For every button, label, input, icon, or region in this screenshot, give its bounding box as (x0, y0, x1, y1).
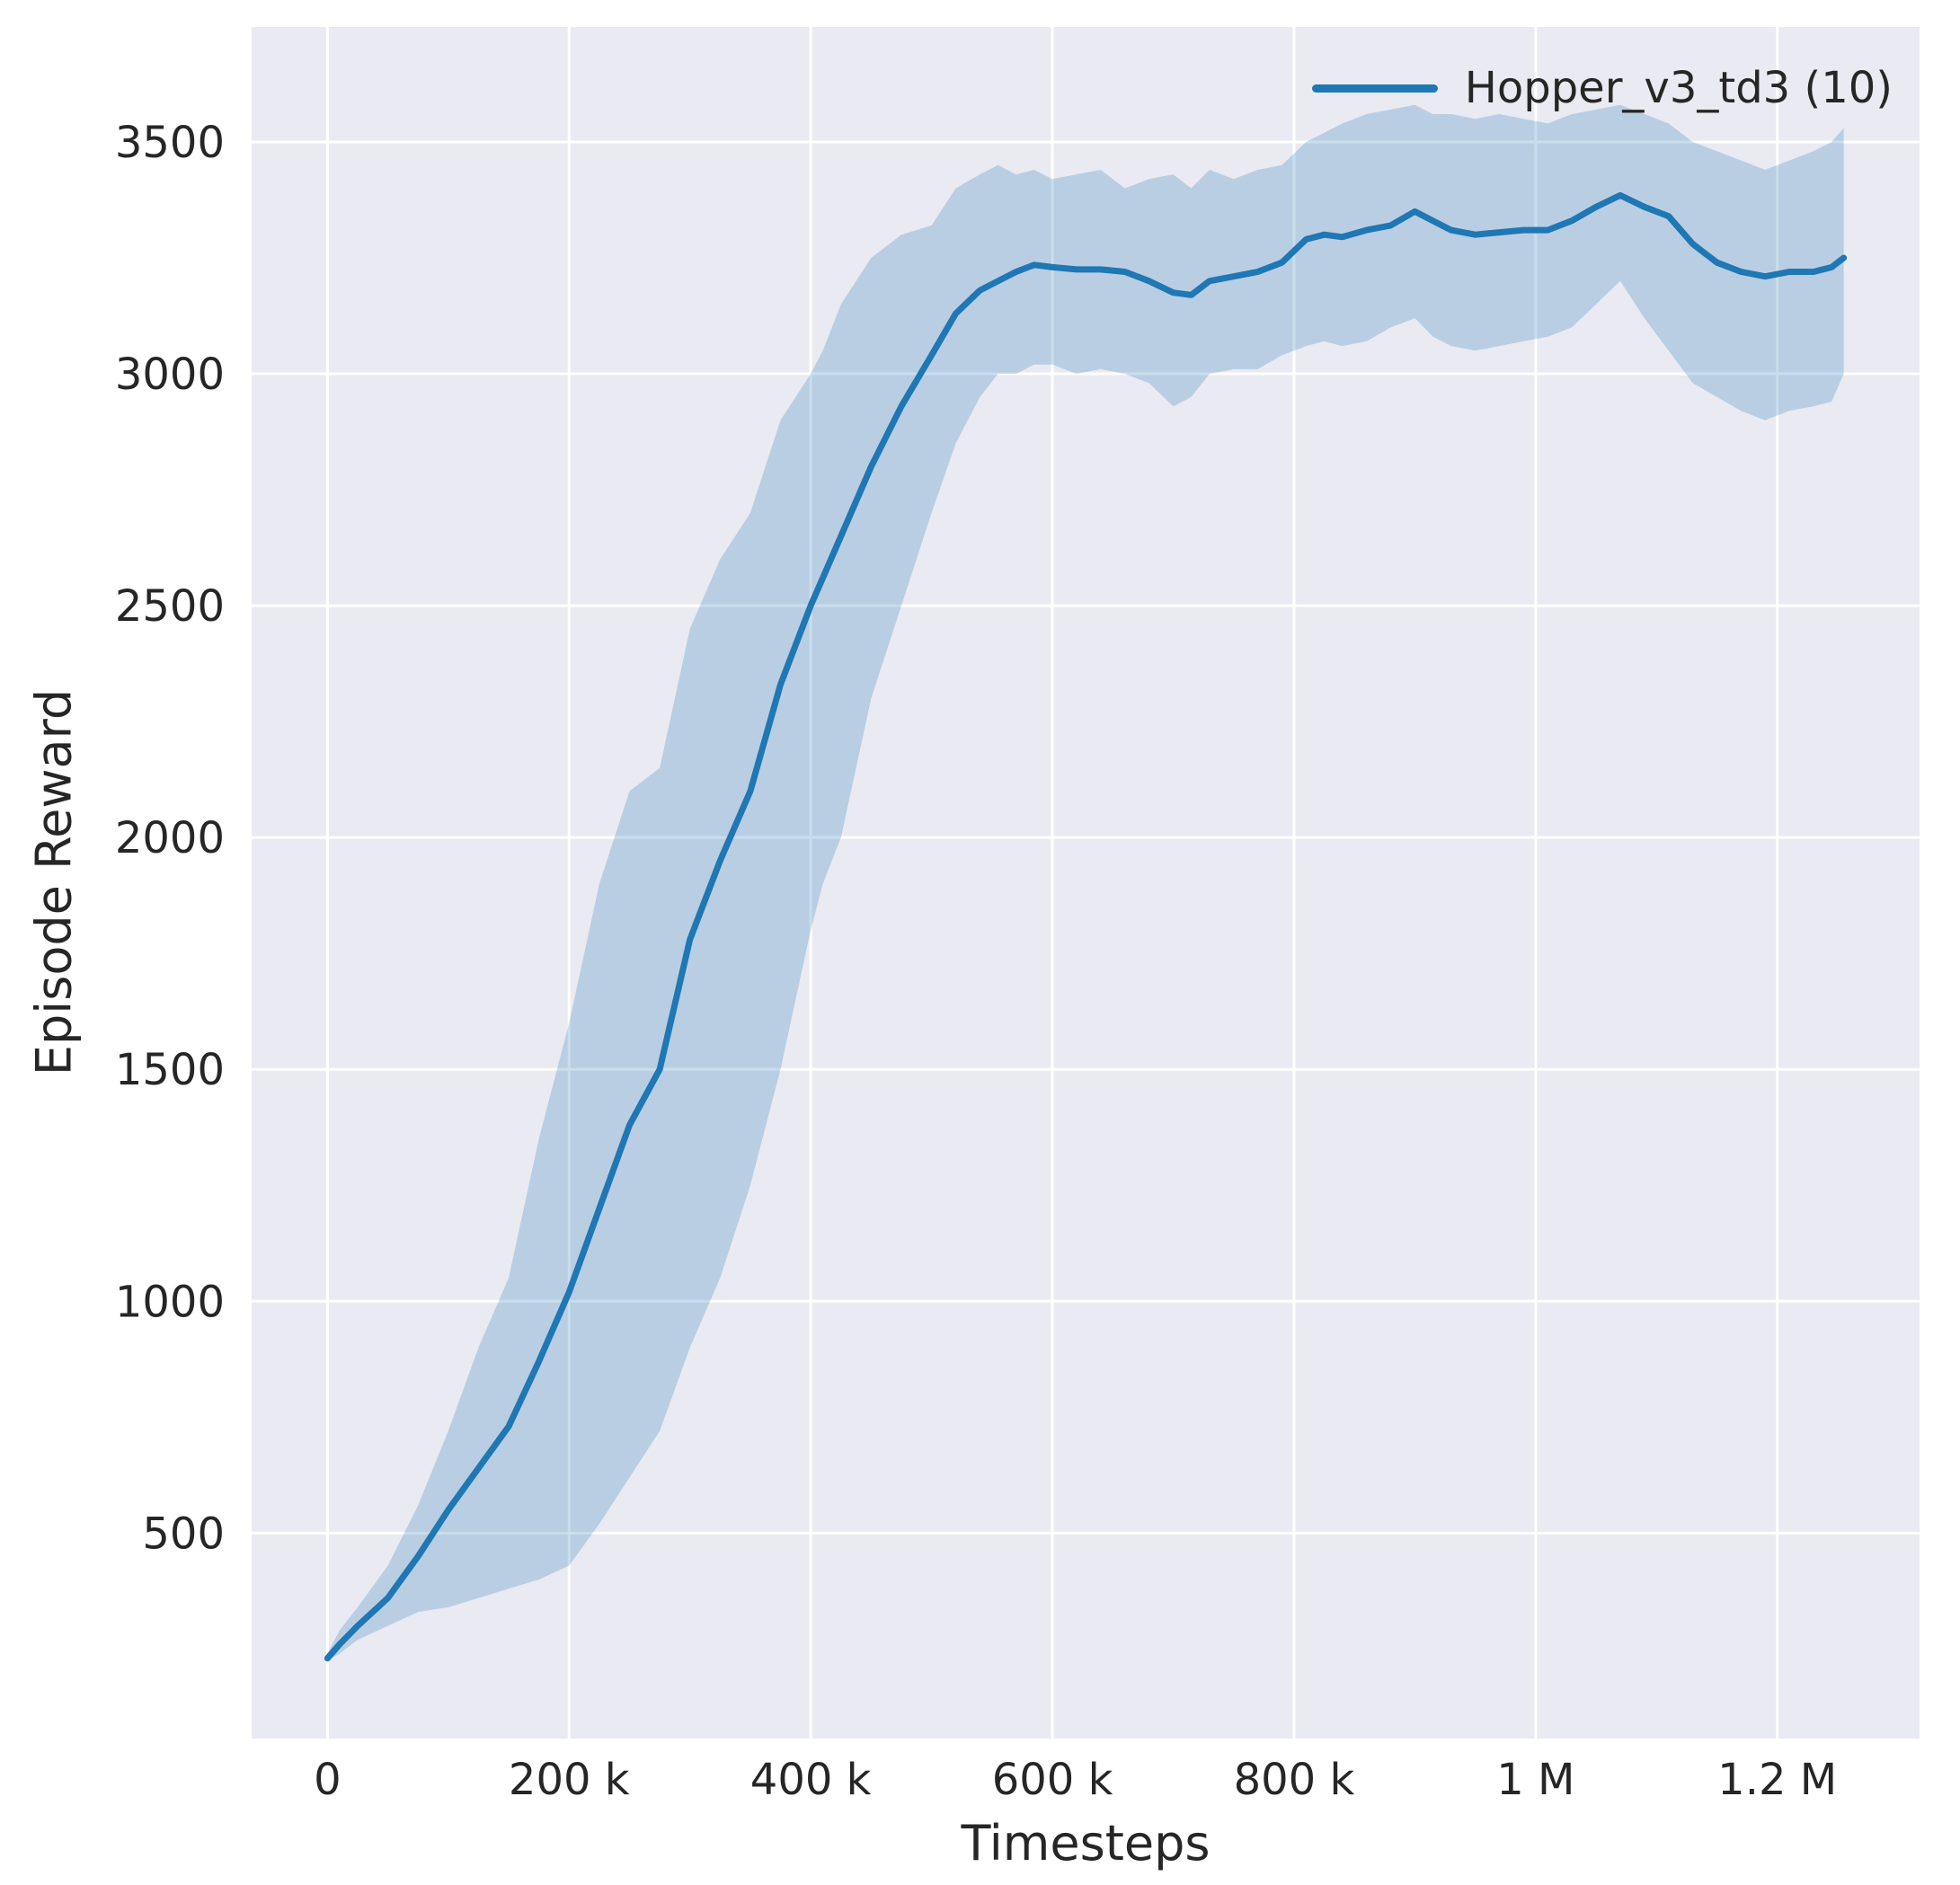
y-tick-label: 1500 (115, 1045, 225, 1095)
x-tick-label: 0 (314, 1755, 341, 1805)
legend: Hopper_v3_td3 (10) (1311, 63, 1893, 113)
y-tick-label: 3500 (115, 118, 225, 168)
x-tick-label: 400 k (750, 1755, 872, 1805)
x-tick-label: 800 k (1234, 1755, 1355, 1805)
confidence-band (327, 104, 1844, 1661)
x-tick-label: 1 M (1496, 1755, 1574, 1805)
legend-line-swatch (1311, 84, 1438, 93)
x-tick-label: 200 k (509, 1755, 630, 1805)
legend-label: Hopper_v3_td3 (10) (1464, 63, 1893, 113)
y-tick-label: 1000 (115, 1277, 225, 1327)
mean-line (324, 191, 1848, 1662)
x-axis-label: Timesteps (961, 1815, 1211, 1872)
y-tick-label: 3000 (115, 350, 225, 400)
y-tick-label: 500 (142, 1509, 225, 1559)
y-tick-label: 2000 (115, 813, 225, 863)
plot-area (252, 27, 1920, 1739)
y-tick-label: 2500 (115, 581, 225, 632)
x-tick-label: 600 k (992, 1755, 1113, 1805)
y-axis-label: Episode Reward (25, 688, 83, 1076)
x-tick-label: 1.2 M (1717, 1755, 1837, 1805)
